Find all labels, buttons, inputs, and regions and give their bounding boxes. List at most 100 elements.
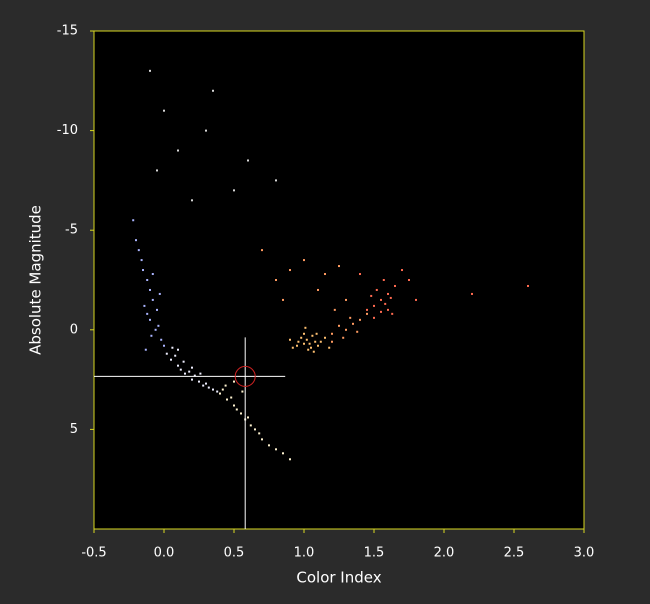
x-tick-label: 3.0 (574, 546, 595, 561)
star-point (303, 342, 305, 345)
star-point (375, 288, 378, 291)
star-point (207, 386, 210, 389)
star-point (366, 312, 368, 315)
star-point (359, 318, 361, 321)
star-point (177, 348, 179, 351)
star-point (219, 392, 221, 395)
star-point (308, 342, 311, 345)
star-point (275, 279, 277, 281)
star-point (240, 412, 242, 415)
star-point (312, 350, 315, 353)
star-point (315, 332, 318, 335)
star-point (331, 332, 333, 335)
x-tick-label: -0.5 (81, 546, 106, 561)
star-point (233, 189, 235, 192)
star-point (289, 458, 291, 461)
star-point (198, 380, 200, 383)
star-point (230, 396, 233, 399)
star-point (146, 279, 149, 281)
star-point (151, 273, 154, 276)
star-point (296, 344, 298, 347)
star-point (303, 259, 305, 262)
y-tick-label: -10 (57, 123, 78, 138)
star-point (338, 324, 340, 327)
star-point (333, 308, 336, 311)
x-tick-label: 0.0 (154, 546, 175, 561)
star-point (174, 354, 177, 357)
x-tick-label: 1.5 (364, 546, 385, 561)
star-point (324, 273, 326, 276)
star-point (249, 424, 252, 427)
star-point (307, 348, 310, 351)
y-axis-title: Absolute Magnitude (27, 205, 45, 355)
star-point (382, 279, 385, 281)
star-point (384, 302, 387, 305)
star-point (157, 324, 160, 327)
star-point (349, 316, 352, 319)
star-point (317, 344, 319, 347)
star-point (387, 292, 389, 295)
star-point (342, 336, 345, 339)
star-point (247, 416, 249, 419)
x-axis-title: Color Index (296, 569, 381, 587)
star-point (319, 340, 322, 343)
star-point (142, 269, 144, 272)
star-point (191, 378, 193, 381)
star-point (387, 308, 389, 311)
star-point (370, 294, 373, 297)
star-point (160, 338, 163, 341)
star-point (171, 346, 174, 349)
x-tick-label: 1.0 (294, 546, 315, 561)
star-point (150, 334, 153, 337)
star-point (303, 332, 305, 335)
star-point (356, 330, 359, 333)
star-point (380, 310, 382, 313)
star-point (221, 388, 224, 391)
star-point (156, 308, 158, 311)
y-tick-label: 0 (70, 322, 78, 337)
star-point (275, 179, 277, 182)
star-point (149, 318, 151, 321)
star-point (224, 384, 227, 387)
star-point (373, 304, 375, 307)
star-point (235, 408, 238, 411)
star-point (151, 298, 154, 301)
star-point (311, 334, 314, 337)
star-point (233, 380, 235, 383)
star-point (305, 338, 308, 341)
star-point (471, 292, 473, 295)
star-point (366, 308, 368, 311)
star-point (314, 340, 317, 343)
star-point (137, 249, 140, 252)
star-point (391, 312, 394, 315)
star-point (199, 372, 202, 375)
star-point (261, 249, 263, 252)
star-point (401, 269, 403, 272)
star-point (328, 346, 331, 349)
star-point (163, 109, 165, 112)
star-point (282, 452, 284, 455)
star-point (289, 269, 291, 272)
star-point (156, 169, 158, 172)
star-point (205, 129, 207, 132)
star-point (163, 344, 165, 347)
star-point (154, 328, 157, 331)
star-point (415, 298, 417, 301)
star-point (193, 374, 196, 377)
star-point (268, 444, 270, 447)
star-point (310, 346, 312, 349)
star-point (149, 288, 151, 291)
star-point (216, 390, 219, 393)
star-point (149, 69, 151, 72)
star-point (191, 199, 193, 202)
star-point (289, 338, 291, 341)
star-point (226, 398, 228, 401)
star-point (408, 279, 410, 281)
star-point (291, 346, 294, 349)
star-point (359, 273, 361, 276)
star-point (132, 219, 135, 222)
star-point (389, 296, 392, 299)
star-point (373, 316, 375, 319)
star-point (202, 384, 205, 387)
